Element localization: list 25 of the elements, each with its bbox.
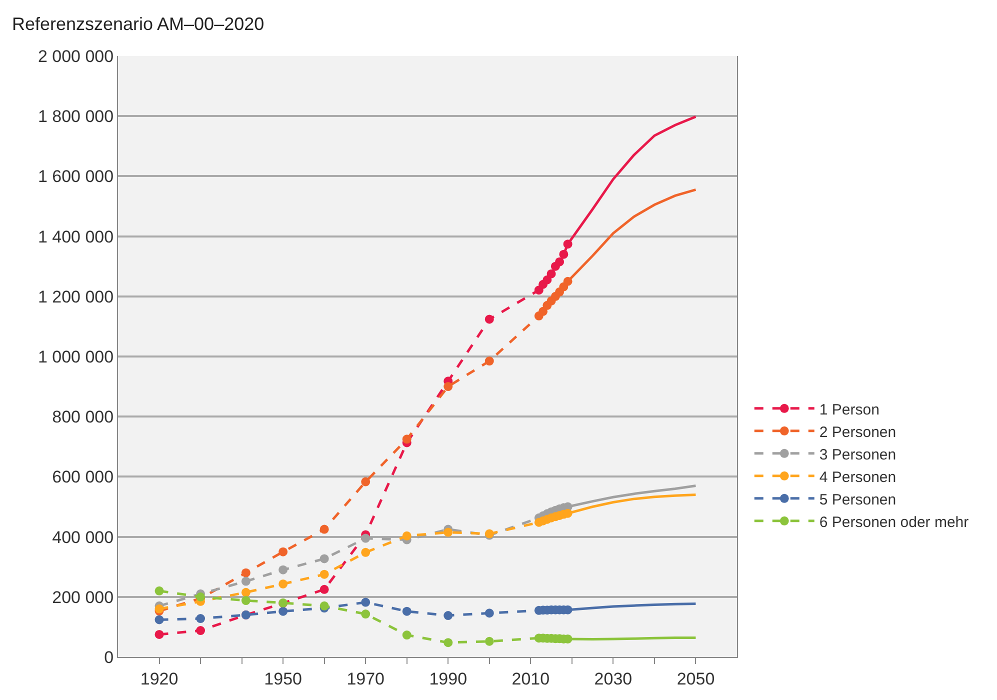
x-tick-label: 1950 <box>264 669 302 688</box>
x-tick-label: 2030 <box>594 669 632 688</box>
legend-label: 3 Personen <box>819 446 896 464</box>
legend-label: 4 Personen <box>819 468 896 486</box>
y-tick-label: 0 <box>104 648 114 667</box>
y-tick-label: 1 200 000 <box>38 287 114 306</box>
y-tick-label: 200 000 <box>52 588 114 607</box>
y-tick-label: 1 400 000 <box>38 227 114 246</box>
legend-label: 1 Person <box>819 401 880 418</box>
x-tick-label: 1970 <box>346 669 385 688</box>
chart-title: Referenzszenario AM–00–2020 <box>12 14 264 34</box>
legend-label: 6 Personen oder mehr <box>819 514 969 531</box>
x-tick-label: 2050 <box>676 669 715 688</box>
x-tick-label: 1990 <box>429 669 468 688</box>
legend-label: 2 Personen <box>819 424 896 441</box>
y-tick-label: 600 000 <box>52 468 114 487</box>
y-tick-label: 1 600 000 <box>38 167 114 186</box>
y-tick-label: 1 000 000 <box>38 347 114 366</box>
y-tick-label: 400 000 <box>52 528 114 547</box>
y-tick-label: 2 000 000 <box>38 46 114 66</box>
x-tick-label: 1920 <box>140 669 178 688</box>
y-tick-label: 1 800 000 <box>38 107 114 126</box>
legend-label: 5 Personen <box>819 491 896 508</box>
y-tick-label: 800 000 <box>52 408 114 427</box>
x-tick-label: 2010 <box>512 669 550 688</box>
